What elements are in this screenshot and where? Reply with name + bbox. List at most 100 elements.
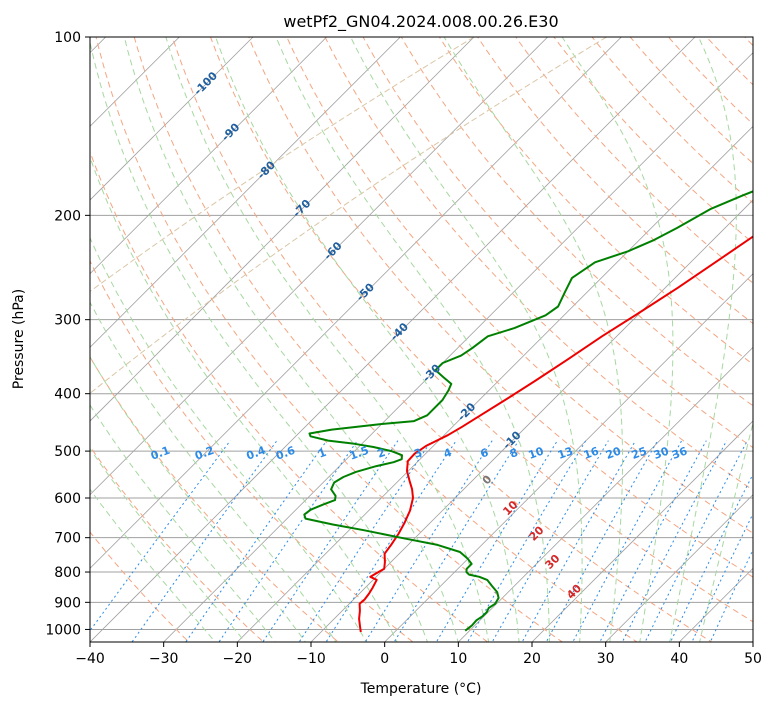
moist-adiabat-line: [123, 37, 459, 642]
x-tick-label: −10: [296, 651, 326, 667]
mixing-ratio-line: [393, 440, 520, 642]
mixing-ratio-line: [572, 440, 683, 642]
mixing-label: 6: [479, 446, 491, 461]
dry-adiabat-line: [438, 37, 753, 366]
dry-adiabat-line: [133, 37, 638, 642]
moist-adiabat-line: [350, 37, 583, 642]
isotherm-line: [90, 37, 622, 569]
mixing-label: 20: [604, 444, 623, 462]
x-axis-title: Temperature (°C): [360, 681, 482, 697]
mixing-ratio-line: [218, 440, 358, 642]
profile-lines: [303, 190, 753, 633]
x-tick-label: 30: [597, 651, 615, 667]
isotherm-line: [531, 420, 753, 642]
dry-adiabat-line: [477, 37, 753, 325]
line-labels: -100-90-80-70-60-50-40-30-20-100.1 0.2 0.4…: [149, 69, 689, 602]
moist-adiabat-line: [90, 404, 276, 642]
y-tick-label: 600: [54, 491, 81, 507]
y-tick-label: 200: [54, 208, 81, 224]
mixing-ratio-line: [185, 440, 328, 642]
y-axis-title: Pressure (hPa): [11, 289, 27, 389]
mixing-label: 1.5: [348, 444, 371, 463]
mixing-label: 0.2: [193, 444, 216, 463]
moist-adiabat-line: [561, 37, 674, 642]
mixing-label: 0.1: [149, 444, 172, 463]
mixing-ratio-line: [521, 440, 637, 642]
mixing-label: 16: [582, 444, 601, 462]
x-tick-label: 40: [670, 651, 688, 667]
y-tick-label: 1000: [45, 622, 81, 638]
moist-adiabat-line: [165, 37, 490, 642]
dewpoint-line: [303, 190, 753, 632]
x-tick-label: −20: [223, 651, 253, 667]
mixing-ratio-line: [298, 440, 432, 642]
dry-adiabat-line: [90, 356, 340, 642]
y-tick-label: 300: [54, 313, 81, 329]
mixing-label: 3: [412, 446, 424, 461]
dry-adiabat-line: [400, 37, 753, 407]
mixing-label: 13: [556, 445, 575, 462]
x-tick-label: −40: [75, 651, 105, 667]
mixing-label: 8: [508, 446, 520, 461]
x-tick-label: 50: [744, 651, 762, 667]
mixing-ratio-line: [621, 440, 728, 642]
isotherm-line: [310, 199, 753, 642]
y-tick-label: 100: [54, 30, 81, 46]
moist-adiabat-line: [669, 37, 737, 642]
moist-adiabat-line: [443, 37, 623, 642]
isotherm-line: [90, 37, 549, 496]
isotherm-line: [90, 37, 475, 422]
moist-adiabat-line: [90, 447, 246, 642]
isotherm-line: [605, 494, 753, 642]
mixing-ratio-line: [670, 473, 753, 642]
dry-adiabat-line: [95, 37, 564, 642]
mixing-ratio-line: [90, 440, 231, 632]
mixing-label: 2: [376, 446, 388, 461]
dry-adiabat-line: [248, 37, 753, 578]
moist-adiabat-line: [90, 40, 429, 642]
isotherm-line: [90, 37, 328, 275]
dry-adiabat-line: [209, 37, 753, 623]
isotherm-line: [384, 273, 753, 642]
chart-title: wetPf2_GN04.2024.008.00.26.E30: [283, 12, 558, 32]
axes: −40 −30 −20 −10 0 10 20 30 40 5010020030040050060…: [45, 30, 762, 667]
moist-adiabat-line: [90, 301, 337, 642]
y-tick-label: 700: [54, 531, 81, 547]
dry-adiabat-line: [286, 37, 753, 534]
background-lines: [90, 37, 753, 642]
moist-adiabat-line: [90, 488, 216, 642]
moist-adiabat-line: [215, 37, 520, 642]
y-tick-label: 400: [54, 387, 81, 403]
mixing-label: 0.4: [245, 444, 268, 463]
mixing-ratio-line: [545, 440, 659, 642]
moist-adiabat-line: [699, 421, 753, 642]
y-tick-label: 500: [54, 444, 81, 460]
dry-adiabat-line: [90, 445, 265, 642]
dry-adiabat-line: [90, 259, 414, 642]
mixing-ratio-line: [364, 440, 493, 642]
mixing-ratio-line: [325, 440, 457, 642]
moist-adiabat-line: [275, 37, 550, 642]
x-tick-label: −30: [149, 651, 179, 667]
isotherm-line: [90, 37, 254, 201]
mixing-label: 30: [652, 444, 671, 462]
mixing-ratio-line: [262, 440, 399, 642]
mixing-label: 4: [442, 446, 454, 461]
mixing-label: 0.6: [274, 444, 297, 463]
x-tick-label: 10: [449, 651, 467, 667]
mixing-label: 36: [670, 444, 689, 462]
temperature-line: [358, 235, 753, 633]
x-tick-label: 0: [380, 651, 389, 667]
dry-adiabat-line: [90, 531, 190, 642]
y-tick-label: 900: [54, 595, 81, 611]
plot-frame: [89, 36, 754, 643]
y-tick-label: 800: [54, 565, 81, 581]
isotherm-line: [90, 37, 696, 642]
mixing-label: 25: [630, 445, 649, 462]
isotherm-line: [163, 52, 753, 642]
dry-adiabat-line: [171, 37, 713, 642]
mixing-label: 1: [317, 446, 329, 461]
isotherm-line: [90, 37, 401, 348]
mixing-ratio-line: [599, 440, 707, 642]
